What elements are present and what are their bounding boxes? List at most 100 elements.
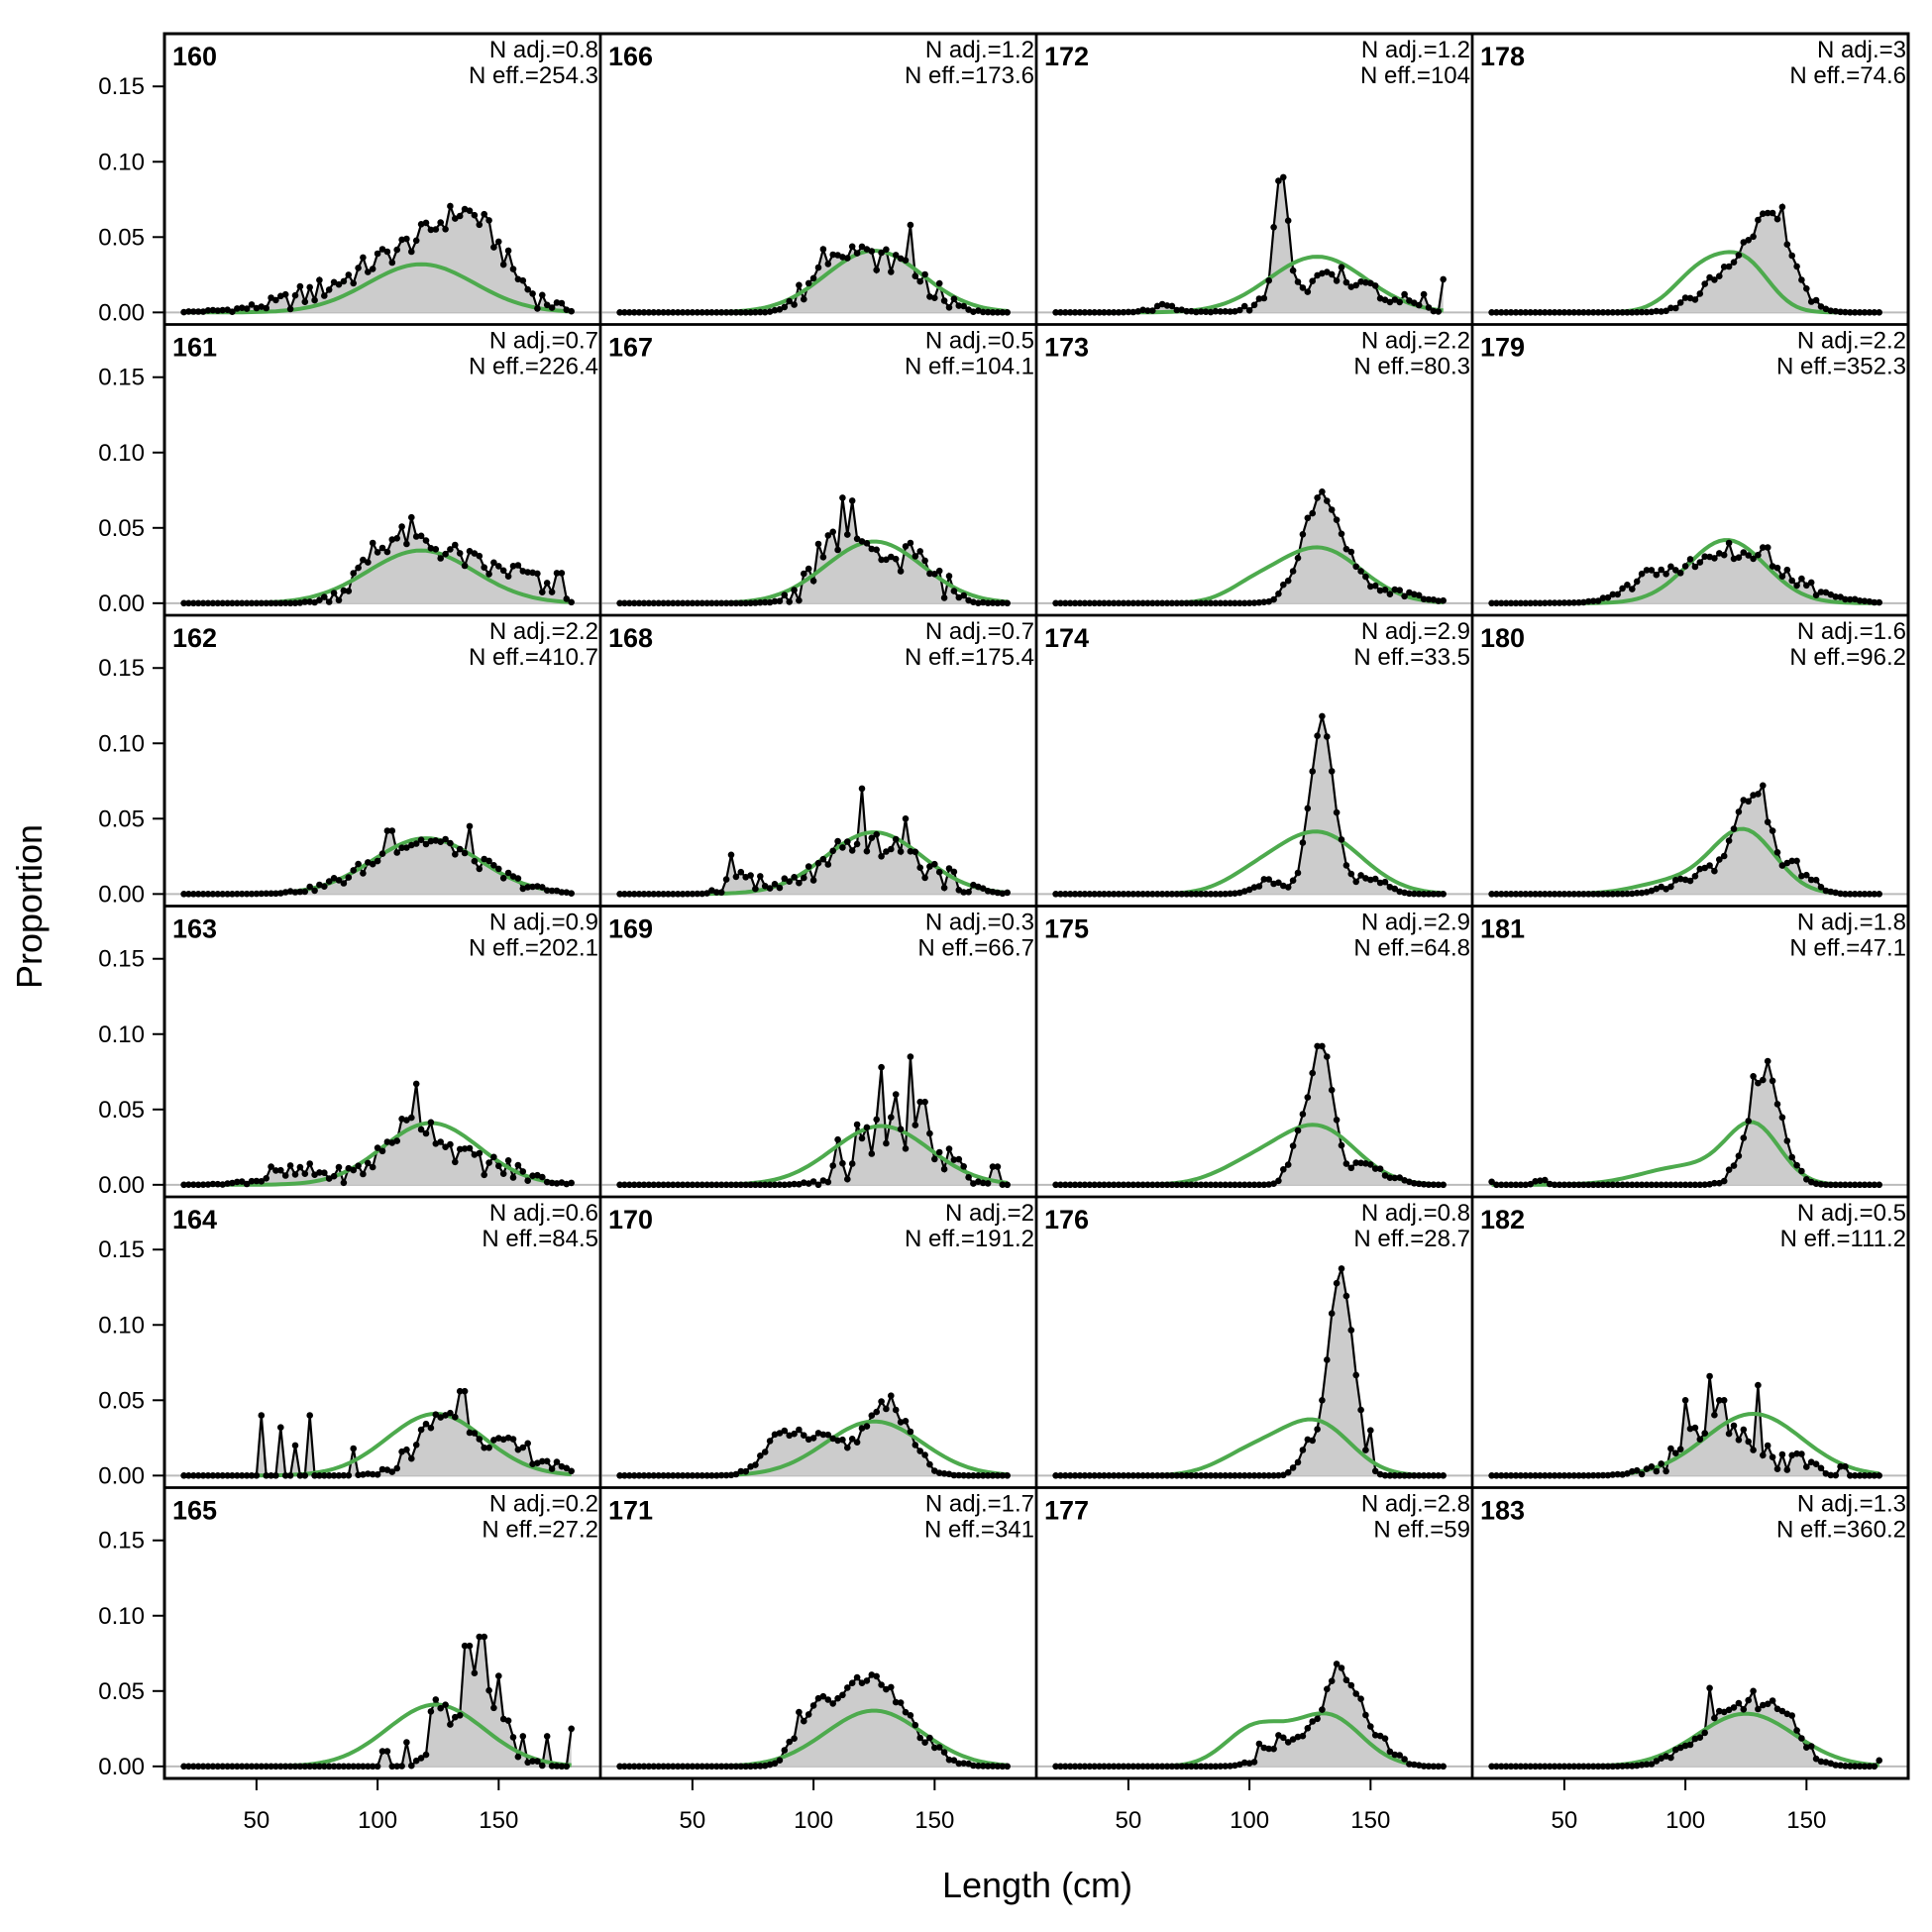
- x-tick-label: 150: [914, 1807, 954, 1834]
- observed-point: [1542, 599, 1549, 606]
- observed-point: [238, 890, 246, 898]
- observed-point: [277, 1763, 284, 1771]
- observed-point: [1299, 284, 1307, 291]
- observed-point: [1861, 597, 1869, 604]
- observed-point: [1091, 1181, 1098, 1189]
- observed-point: [190, 308, 197, 315]
- observed-point: [383, 548, 391, 556]
- observed-point: [495, 1162, 502, 1170]
- observed-point: [1232, 1472, 1238, 1479]
- observed-point: [529, 1758, 536, 1765]
- panel-label-161: 161: [172, 333, 217, 363]
- observed-point: [703, 1181, 710, 1189]
- observed-point: [1338, 1265, 1345, 1272]
- observed-point: [1071, 1472, 1079, 1479]
- observed-point: [752, 308, 759, 316]
- observed-point: [481, 210, 488, 218]
- observed-point: [935, 1148, 943, 1156]
- observed-point: [1367, 876, 1374, 884]
- observed-point: [1066, 599, 1074, 607]
- observed-point: [1062, 1763, 1069, 1771]
- observed-point: [916, 1098, 923, 1106]
- observed-point: [1188, 1472, 1195, 1479]
- observed-point: [461, 562, 469, 570]
- observed-point: [1227, 890, 1234, 898]
- observed-point: [543, 580, 551, 587]
- observed-point: [553, 570, 561, 577]
- observed-point: [1604, 1471, 1612, 1479]
- observed-point: [1750, 1073, 1757, 1080]
- observed-point: [776, 306, 784, 313]
- observed-point: [1493, 1472, 1500, 1479]
- observed-point: [935, 868, 943, 876]
- observed-point: [1347, 870, 1355, 878]
- observed-point: [1629, 309, 1636, 316]
- observed-point: [471, 1669, 479, 1676]
- observed-point: [621, 891, 628, 898]
- observed-point: [340, 587, 348, 594]
- panel-label-172: 172: [1044, 42, 1089, 71]
- observed-point: [1609, 1181, 1617, 1189]
- observed-point: [291, 291, 299, 299]
- observed-point: [1537, 309, 1544, 316]
- observed-point: [1565, 1181, 1573, 1189]
- observed-point: [447, 839, 454, 847]
- observed-point: [1294, 1733, 1302, 1741]
- observed-point: [1134, 599, 1141, 607]
- observed-point: [1096, 1181, 1103, 1189]
- observed-point: [801, 874, 807, 882]
- observed-point: [713, 1763, 720, 1771]
- observed-point: [1091, 309, 1098, 316]
- observed-point: [1245, 886, 1253, 894]
- observed-point: [786, 878, 793, 885]
- observed-point: [878, 1681, 885, 1688]
- observed-point: [979, 308, 987, 316]
- observed-point: [1391, 296, 1399, 303]
- observed-point: [1304, 1725, 1312, 1732]
- observed-point: [1163, 891, 1171, 898]
- observed-point: [1663, 571, 1669, 578]
- observed-point: [1333, 808, 1341, 816]
- observed-point: [999, 599, 1007, 606]
- observed-point: [1498, 1181, 1505, 1189]
- observed-point: [1488, 1763, 1495, 1771]
- observed-point: [665, 891, 672, 898]
- observed-point: [378, 246, 386, 253]
- observed-point: [1294, 278, 1302, 285]
- observed-point: [1342, 1160, 1350, 1167]
- observed-point: [1837, 890, 1844, 898]
- observed-point: [1672, 1181, 1679, 1189]
- observed-point: [1609, 590, 1617, 598]
- observed-point: [679, 1472, 687, 1479]
- observed-point: [1081, 1763, 1089, 1771]
- observed-point: [1783, 1466, 1791, 1473]
- observed-point: [1570, 1472, 1577, 1479]
- observed-point: [844, 1684, 851, 1691]
- observed-point: [509, 1436, 517, 1443]
- observed-point: [1812, 1755, 1820, 1763]
- observed-point: [311, 1472, 318, 1479]
- observed-point: [989, 888, 997, 896]
- observed-point: [1091, 891, 1098, 898]
- observed-point: [621, 599, 628, 607]
- observed-point: [1498, 891, 1505, 898]
- observed-point: [1507, 599, 1515, 607]
- panel-179: 179 N adj.=2.2N eff.=352.3: [1470, 323, 1910, 617]
- observed-point: [286, 1162, 294, 1169]
- n-adj-label: N adj.=2.8: [1361, 1491, 1470, 1518]
- observed-point: [1245, 599, 1253, 606]
- observed-point: [524, 1177, 531, 1184]
- observed-point: [1556, 309, 1563, 316]
- observed-point: [1847, 1763, 1854, 1770]
- observed-area: [1491, 543, 1879, 603]
- observed-point: [1546, 891, 1554, 898]
- observed-point: [1876, 1181, 1882, 1189]
- observed-point: [427, 545, 435, 552]
- observed-point: [316, 276, 323, 284]
- observed-point: [558, 570, 566, 577]
- panel-165: 165 N adj.=0.2N eff.=27.2: [162, 1486, 602, 1780]
- observed-point: [383, 827, 391, 834]
- observed-point: [1115, 1763, 1123, 1771]
- observed-point: [258, 599, 266, 607]
- n-eff-label: N eff.=28.7: [1353, 1226, 1470, 1252]
